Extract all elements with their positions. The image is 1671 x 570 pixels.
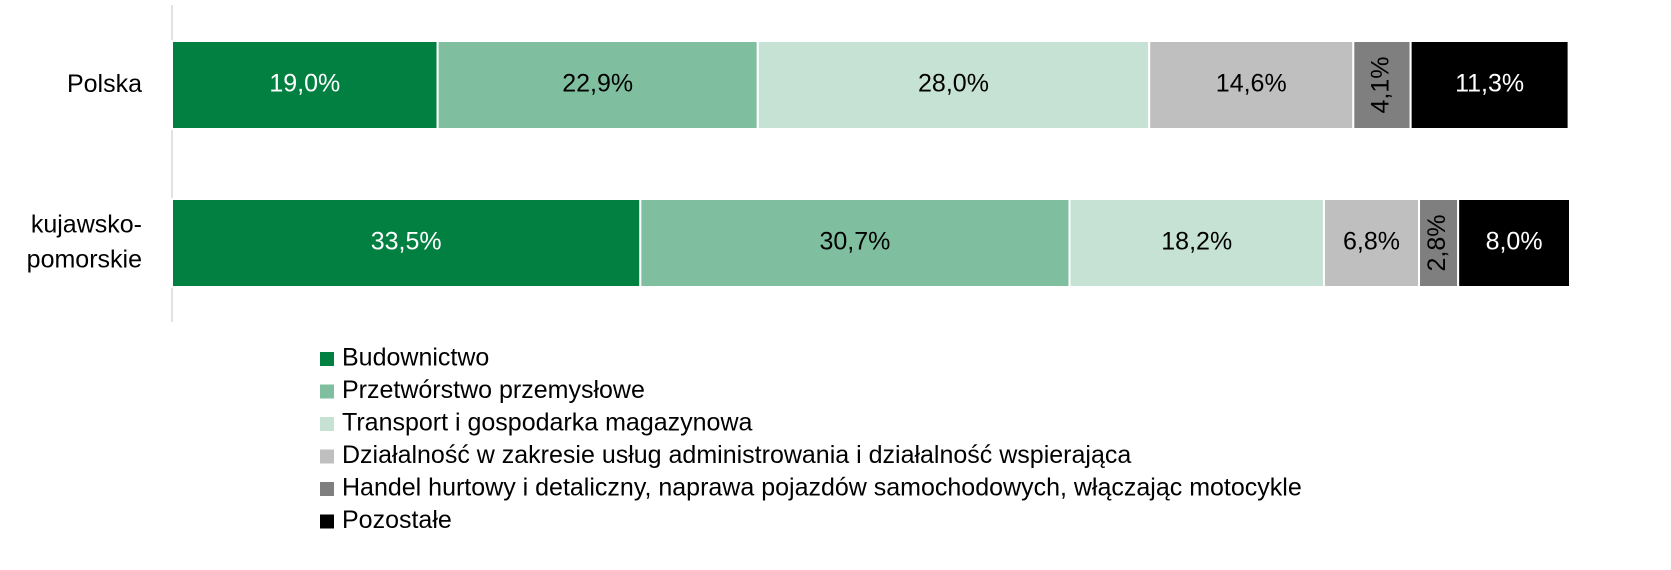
legend-swatch	[320, 417, 334, 431]
data-label: 2,8%	[1423, 215, 1451, 272]
legend-swatch	[320, 482, 334, 496]
legend-swatch	[320, 449, 334, 464]
data-label: 6,8%	[1343, 228, 1400, 256]
bar-segment	[1068, 198, 1325, 288]
y-tick-label: kujawsko-pomorskie	[27, 210, 142, 273]
legend-label: Działalność w zakresie usług administrow…	[342, 441, 1131, 469]
bar-segment	[1457, 198, 1572, 288]
data-label: 22,9%	[562, 70, 633, 98]
data-label: 8,0%	[1486, 228, 1543, 256]
legend-label: Handel hurtowy i detaliczny, naprawa poj…	[342, 474, 1302, 502]
data-label: 28,0%	[918, 70, 989, 98]
bar-segment	[1322, 198, 1421, 288]
data-label: 19,0%	[269, 70, 340, 98]
bar-segment	[1418, 198, 1460, 288]
legend-label: Przetwórstwo przemysłowe	[342, 376, 645, 404]
bar-segment	[1409, 40, 1570, 130]
data-label: 30,7%	[819, 228, 890, 256]
legend-swatch	[320, 384, 334, 399]
legend-label: Transport i gospodarka magazynowa	[342, 409, 752, 437]
data-label: 18,2%	[1161, 228, 1232, 256]
data-label: 4,1%	[1367, 57, 1395, 114]
legend-swatch	[320, 514, 334, 529]
y-tick-label: Polska	[67, 70, 142, 98]
legend-label: Budownictwo	[342, 344, 489, 372]
data-label: 33,5%	[371, 228, 442, 256]
data-label: 11,3%	[1455, 70, 1524, 98]
bar-segment	[436, 40, 759, 130]
bar-segment	[756, 40, 1151, 130]
legend-label: Pozostałe	[342, 506, 452, 534]
legend-swatch	[320, 352, 334, 366]
bar-segment	[639, 198, 1071, 288]
data-label: 14,6%	[1216, 70, 1287, 98]
